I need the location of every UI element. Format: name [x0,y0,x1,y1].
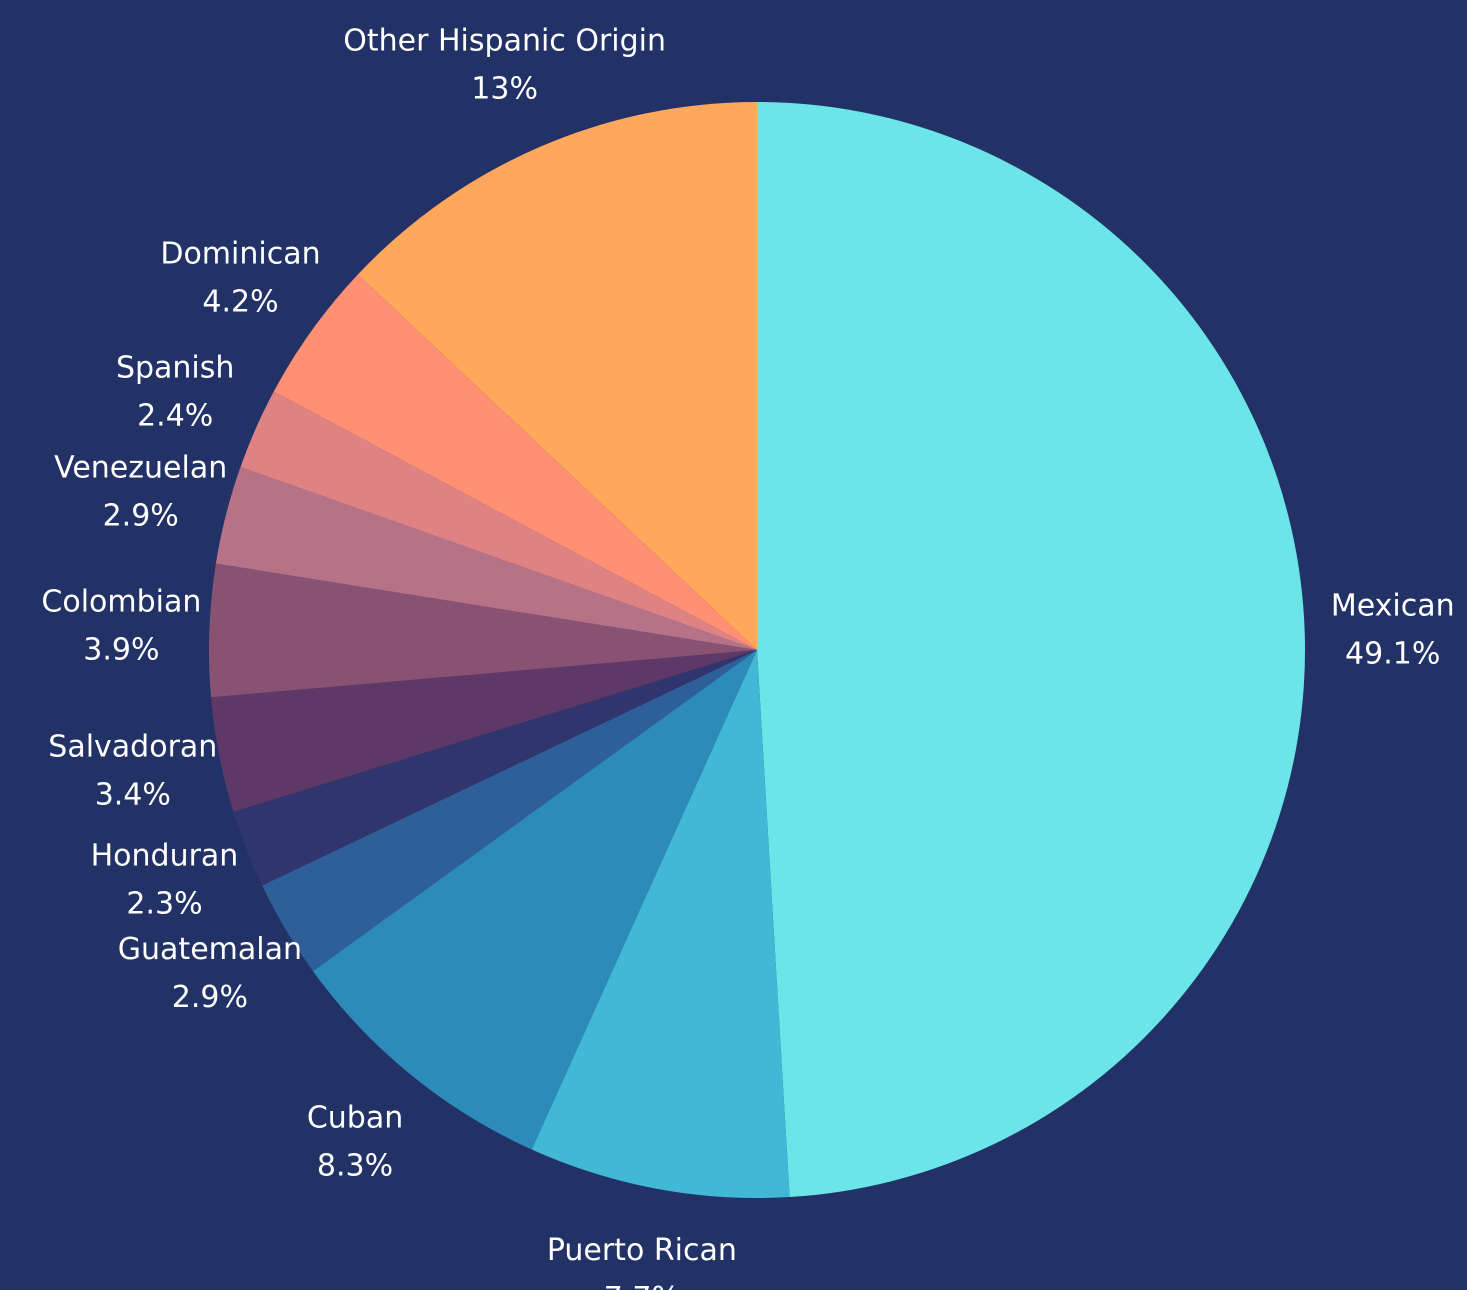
slice-label: Other Hispanic Origin [343,24,666,59]
pie-slice [215,466,757,650]
slice-value: 2.9% [103,498,179,533]
slice-label: Cuban [307,1100,403,1135]
pie-slice [357,102,757,650]
slice-label: Guatemalan [118,932,302,967]
pie-slice [312,650,757,1150]
pie-slice [757,102,1306,1198]
slice-value: 2.3% [126,887,202,922]
pie-slice [233,650,757,886]
slice-value: 3.9% [83,633,159,668]
slice-label: Salvadoran [48,729,217,764]
slice-value: 7.7% [604,1281,680,1290]
pie-slice [211,650,758,812]
pie-slice [240,391,758,650]
slice-value: 3.4% [95,777,171,812]
slice-value: 49.1% [1345,637,1440,672]
slice-label: Puerto Rican [547,1233,737,1268]
slice-value: 2.9% [172,980,248,1015]
slice-value: 8.3% [317,1148,393,1183]
slice-value: 2.4% [137,399,213,434]
slice-label: Mexican [1331,589,1455,624]
slice-label: Venezuelan [54,450,227,485]
slice-label: Colombian [41,585,201,620]
pie-slice [531,650,790,1198]
slice-value: 13% [471,72,538,107]
slice-label: Spanish [116,351,234,386]
slice-label: Dominican [160,236,320,271]
pie-slice [209,563,757,698]
slice-label: Honduran [91,839,239,874]
slice-value: 4.2% [202,284,278,319]
pie-slice [273,274,757,650]
pie-slice [262,650,757,972]
